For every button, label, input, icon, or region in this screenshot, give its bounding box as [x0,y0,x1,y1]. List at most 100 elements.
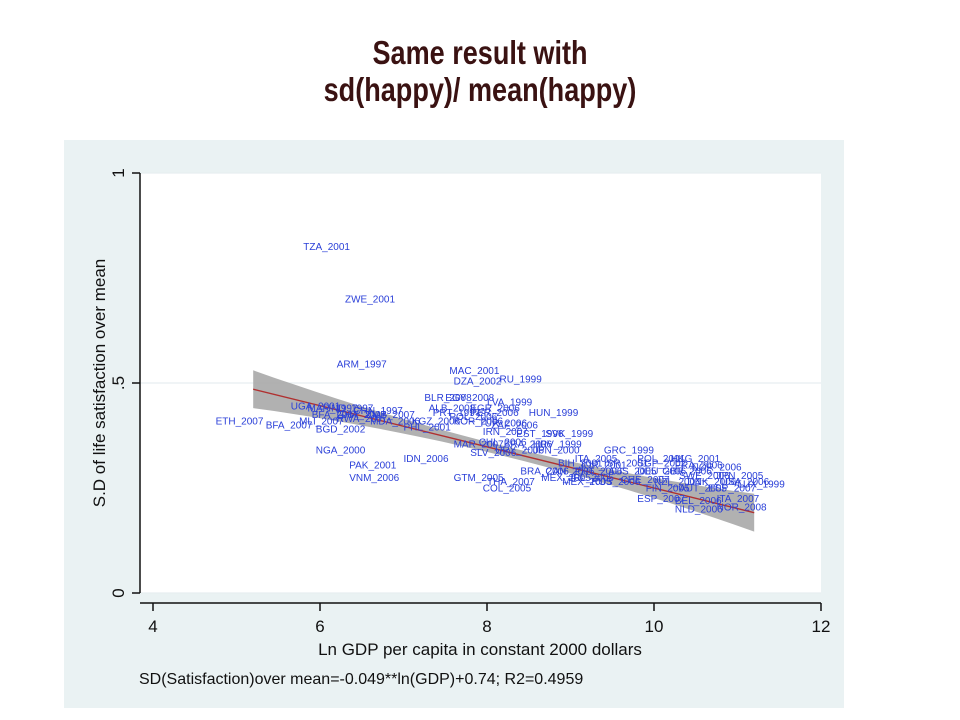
point-label: PHL_2001 [404,423,452,434]
point-label: MAR_2007 [454,439,504,450]
point-label: EGY_2008 [445,393,494,404]
point-label: GTM_2005 [454,473,504,484]
point-label: BEL_2006 [675,496,722,507]
point-label: UGA_2001 [291,402,341,413]
point-label: CHE_2007 [621,475,670,486]
point-label: IRN_2007 [483,427,528,438]
point-label: IRL_2005 [571,473,615,484]
regression-note: SD(Satisfaction)over mean=-0.049**ln(GDP… [139,671,583,688]
point-label: HKG_2001 [671,454,721,465]
point-label: SLV_2006 [470,448,516,459]
point-label: ITA_2005 [575,454,618,465]
point-label: POL_2001 [637,454,685,465]
point-label: BRA_2006 [504,439,553,450]
point-label: GHA_2007 [337,410,387,421]
point-label: SGP_2002 [637,458,686,469]
point-label: ZWE_2001 [345,295,395,306]
point-label: MDA_2006 [370,416,420,427]
point-label: JOR_2001 [579,460,627,471]
point-label: THA_2007 [487,477,535,488]
point-label: DEU_2006 [637,467,686,478]
point-label: MAR_1997 [308,404,358,415]
point-label: CHN_1997 [353,406,403,417]
point-label: SWE_2006 [679,471,730,482]
y-tick-label: .5 [109,376,128,390]
point-label: JPN_2000 [533,446,580,457]
point-label: KOR_2006 [454,416,504,427]
y-ticks: 0.51 [109,168,140,598]
slide-title-line1: Same result with [372,34,588,71]
point-label: ITA_2007 [717,494,760,505]
point-label: ALB_2008 [429,404,476,415]
y-tick-label: 0 [109,588,128,597]
point-label: LUX_1999 [738,479,786,490]
point-label: MEX_2005 [562,477,612,488]
fitted-line [253,388,755,514]
point-label: RWA_2007 [337,414,388,425]
point-label: PRT_1997 [433,408,481,419]
point-label: IND_1997 [328,404,373,415]
x-ticks: 4 6 8 10 12 [148,603,830,636]
x-tick-label: 6 [315,617,324,636]
confidence-band [253,370,755,532]
point-label: FIN_2005 [646,484,690,495]
point-label: TUR_2006 [479,418,528,429]
point-label: PER_2006 [470,408,519,419]
point-label: JPN_2005 [717,471,764,482]
point-label: HUN_1999 [529,408,579,419]
point-label: GBR_2006 [662,467,712,478]
point-label: NOR_2006 [692,463,742,474]
point-label: ISR_2001 [604,458,649,469]
x-tick-label: 8 [482,617,491,636]
point-label: AUS_2005 [608,467,657,478]
point-label: BRA_2006 [520,467,569,478]
point-label: BFA_2007 [266,421,313,432]
point-label: MLI_2007 [299,416,344,427]
point-label: HRV_1999 [533,439,582,450]
point-label: POL_2006 [449,412,497,423]
point-label: CAN_2006 [545,467,594,478]
point-label: LVA_1999 [487,397,533,408]
point-label: NGA_2000 [316,446,366,457]
point-label: COL_2005 [483,484,532,495]
y-axis-title: S.D of life satisfaction over mean [90,259,109,508]
point-label: NLD_2006 [675,505,723,516]
point-label: MEX_2005 [541,473,591,484]
point-label: CHL_2006 [479,437,527,448]
point-label: PRT_2006 [575,467,623,478]
slide-title-line2: sd(happy)/ mean(happy) [323,71,637,108]
point-label: ZMB_2007 [366,410,415,421]
slide-title: Same result with sd(happy)/ mean(happy) [86,34,873,108]
point-label: ZAF_2006 [491,421,538,432]
point-label: BLR_2008 [424,393,472,404]
point-label: DZA_2002 [454,376,502,387]
point-label: ESP_2007 [708,484,756,495]
x-tick-label: 12 [812,617,831,636]
point-label: EGR_2006 [470,404,520,415]
point-label: VNM_2006 [349,473,399,484]
chart-panel: 4 6 8 10 12 0.5 1 TZA_2001 ZWE_2001 ARM_1997 MAC… [64,140,844,708]
point-label: BFA_2007 [312,410,359,421]
point-label: SVK_1999 [545,429,593,440]
x-axis-title: Ln GDP per capita in constant 2000 dolla… [318,640,642,659]
point-label: GRC_1999 [604,446,654,457]
point-label: BGD_2002 [316,425,366,436]
point-label: URY_2006 [495,446,544,457]
point-label: AUT_2005 [679,484,727,495]
point-label: ESP_2007 [637,494,685,505]
point-label: NZL_2004 [654,477,701,488]
point-label: RUS_2006 [591,477,640,488]
point-label: RU_1999 [500,374,543,385]
point-label: DNK_2006 [687,477,736,488]
point-label: MAC_2001 [449,366,499,377]
point-label: NOR_2008 [717,502,767,513]
point-label: FRA_2006 [675,460,723,471]
x-tick-label: 10 [645,617,664,636]
point-label: IDN_2006 [404,454,449,465]
point-label: EST_1996 [516,429,564,440]
point-label: TZA_2001 [303,242,350,253]
point-labels: TZA_2001 ZWE_2001 ARM_1997 MAC_2001DZA_2002… [216,242,786,516]
point-label: ARM_1997 [337,360,387,371]
point-label: USA_2006 [721,477,770,488]
point-label: BIH_2001 [558,458,603,469]
